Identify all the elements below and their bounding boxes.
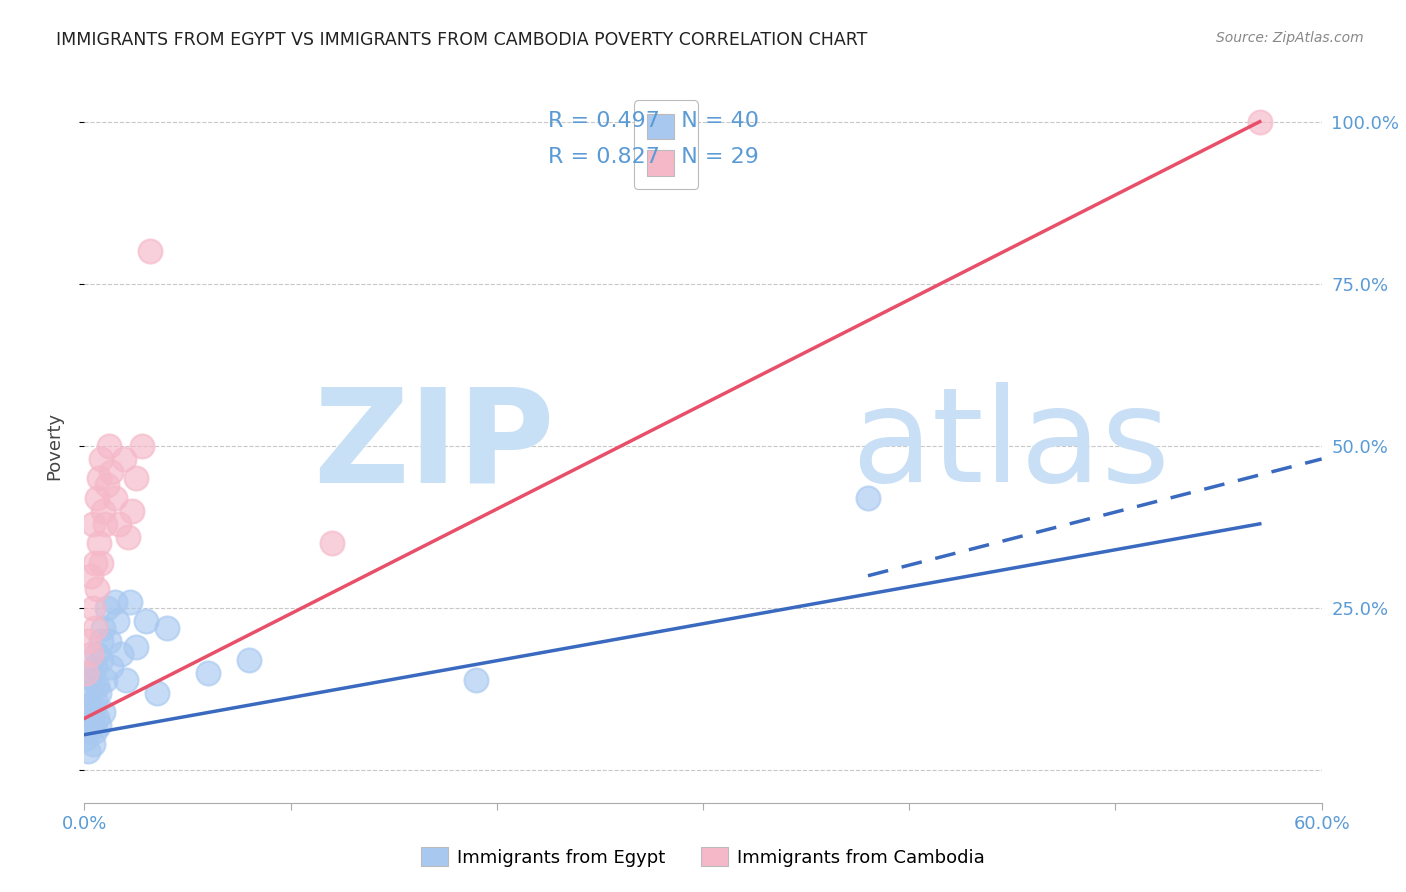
Point <box>82 673 104 687</box>
Point <box>79 568 101 582</box>
Text: R = 0.497   N = 40: R = 0.497 N = 40 <box>548 112 759 131</box>
Point <box>145 685 167 699</box>
Text: Source: ZipAtlas.com: Source: ZipAtlas.com <box>1216 31 1364 45</box>
Point <box>82 705 104 719</box>
Text: IMMIGRANTS FROM EGYPT VS IMMIGRANTS FROM CAMBODIA POVERTY CORRELATION CHART: IMMIGRANTS FROM EGYPT VS IMMIGRANTS FROM… <box>56 31 868 49</box>
Point <box>90 653 112 667</box>
Point <box>125 471 148 485</box>
Point <box>1249 114 1271 128</box>
Legend: Immigrants from Egypt, Immigrants from Cambodia: Immigrants from Egypt, Immigrants from C… <box>413 840 993 874</box>
Point <box>83 659 105 673</box>
Point <box>100 659 122 673</box>
Point <box>79 647 101 661</box>
Text: ZIP: ZIP <box>314 383 554 509</box>
Point <box>121 504 143 518</box>
Point <box>238 653 260 667</box>
Point <box>75 666 97 681</box>
Point <box>110 647 132 661</box>
Point <box>139 244 162 259</box>
Y-axis label: Poverty: Poverty <box>45 412 63 480</box>
Point <box>114 673 136 687</box>
Point <box>108 516 131 531</box>
Point <box>87 471 110 485</box>
Point <box>86 647 108 661</box>
Text: atlas: atlas <box>852 383 1170 509</box>
Point <box>79 718 101 732</box>
Point <box>96 478 118 492</box>
Point <box>118 595 141 609</box>
Point <box>135 614 157 628</box>
Point <box>87 718 110 732</box>
Point <box>86 711 108 725</box>
Point <box>91 621 114 635</box>
Point <box>125 640 148 654</box>
Point <box>94 516 117 531</box>
Point <box>156 621 179 635</box>
Point <box>96 601 118 615</box>
Point <box>77 724 100 739</box>
Point <box>91 705 114 719</box>
Point <box>98 633 121 648</box>
Point <box>87 536 110 550</box>
Point <box>131 439 153 453</box>
Point <box>75 731 97 745</box>
Point <box>83 692 105 706</box>
Point <box>79 666 101 681</box>
Point <box>321 536 343 550</box>
Point <box>82 516 104 531</box>
Point <box>87 685 110 699</box>
Point <box>86 679 108 693</box>
Point <box>94 673 117 687</box>
Legend: , : , <box>634 100 699 189</box>
Point <box>856 491 879 505</box>
Point <box>82 738 104 752</box>
Point <box>86 582 108 596</box>
Point <box>90 452 112 467</box>
Point <box>83 621 105 635</box>
Point <box>82 601 104 615</box>
Point <box>83 724 105 739</box>
Point <box>465 673 488 687</box>
Point <box>117 530 139 544</box>
Point <box>112 452 135 467</box>
Text: R = 0.827   N = 29: R = 0.827 N = 29 <box>548 147 759 167</box>
Point <box>90 556 112 570</box>
Point <box>86 491 108 505</box>
Point <box>75 711 97 725</box>
Point <box>100 465 122 479</box>
Point <box>104 595 127 609</box>
Point <box>105 614 128 628</box>
Point <box>77 744 100 758</box>
Point <box>197 666 219 681</box>
Point <box>104 491 127 505</box>
Point <box>77 685 100 699</box>
Point <box>79 698 101 713</box>
Point <box>77 633 100 648</box>
Point <box>98 439 121 453</box>
Point <box>91 504 114 518</box>
Point <box>83 556 105 570</box>
Point <box>90 633 112 648</box>
